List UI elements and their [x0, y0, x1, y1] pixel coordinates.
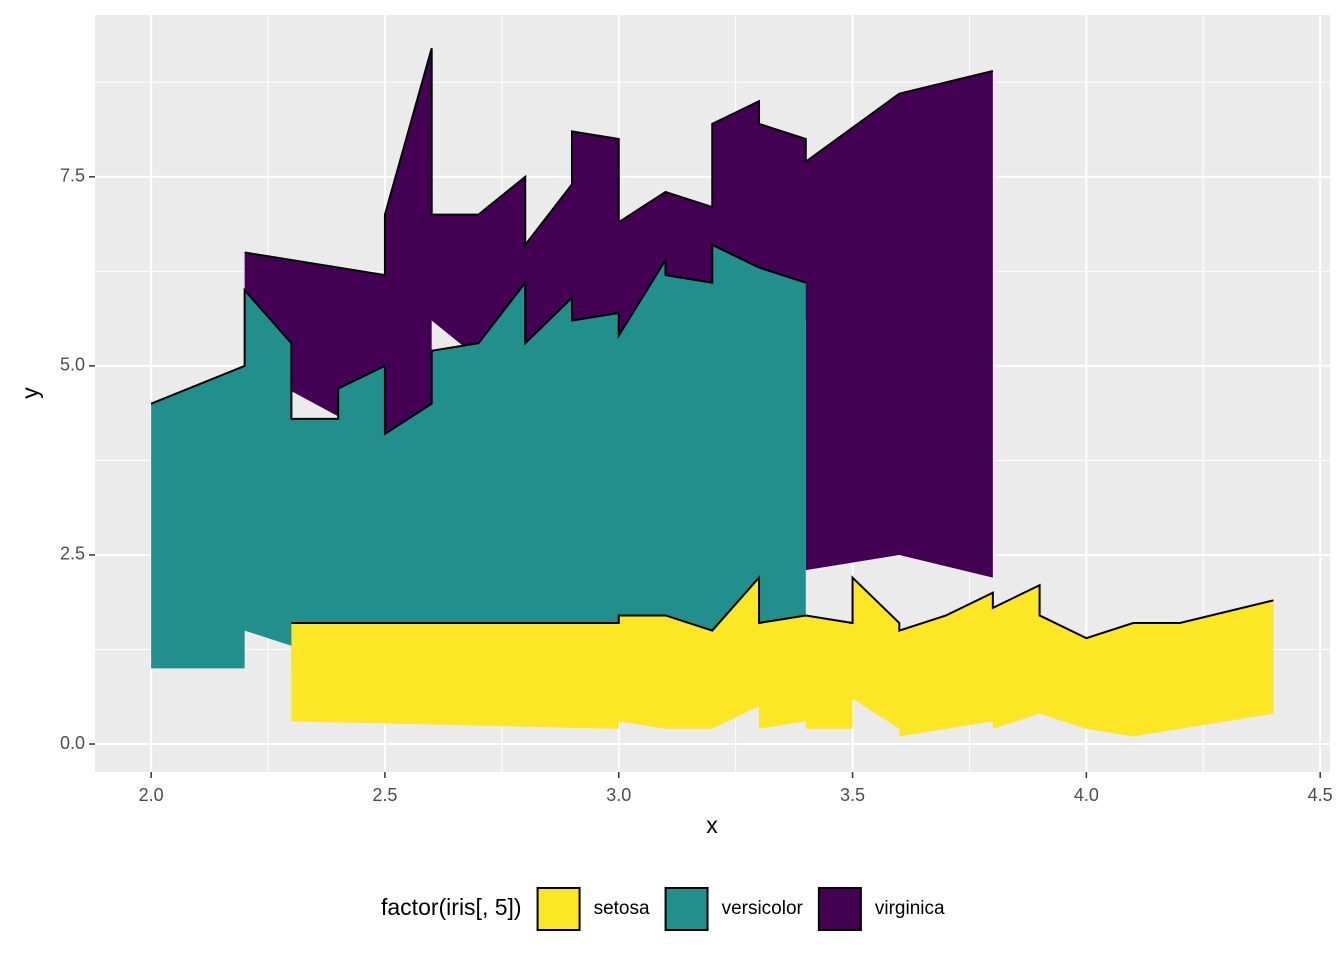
ribbon-area — [151, 244, 806, 669]
legend-title: factor(iris[, 5]) — [381, 894, 522, 920]
x-tick-label: 2.5 — [372, 785, 397, 805]
x-tick-label: 2.0 — [139, 785, 164, 805]
x-tick-label: 4.0 — [1074, 785, 1099, 805]
x-tick-label: 4.5 — [1308, 785, 1333, 805]
y-tick-label: 0.0 — [60, 733, 85, 753]
y-tick-label: 7.5 — [60, 166, 85, 186]
legend-label: virginica — [875, 898, 945, 919]
legend-key — [536, 887, 581, 931]
legend-label: versicolor — [722, 898, 804, 919]
y-tick-label: 2.5 — [60, 544, 85, 564]
x-tick-label: 3.5 — [840, 785, 865, 805]
ribbon-outline — [291, 575, 1274, 640]
y-axis-title: y — [17, 387, 43, 399]
ribbon-area — [291, 577, 1274, 737]
legend-key — [817, 887, 862, 931]
legend-label: setosa — [594, 898, 650, 919]
x-axis-title: x — [706, 812, 718, 838]
ribbon-outline — [244, 48, 994, 277]
y-tick-label: 5.0 — [60, 355, 85, 375]
legend-key — [664, 887, 709, 931]
x-tick-label: 3.0 — [606, 785, 631, 805]
ribbon-outline — [150, 243, 807, 436]
